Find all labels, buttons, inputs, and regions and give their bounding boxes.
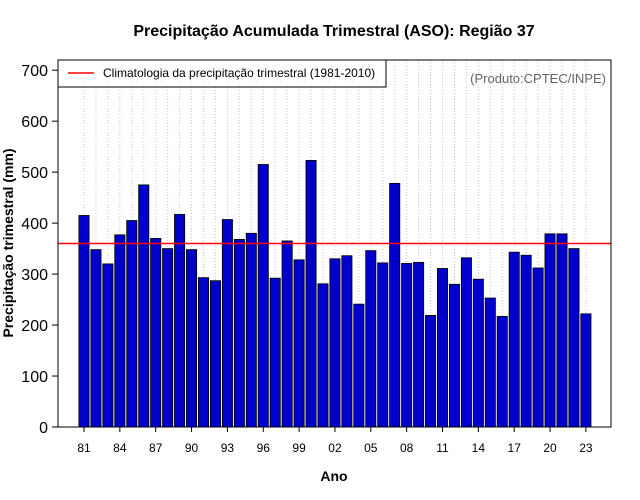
legend-label: Climatologia da precipitação trimestral … xyxy=(103,66,375,80)
x-axis: 81 84 87 90 93 96 99 02 05 08 11 14 17 20 23 xyxy=(77,427,593,455)
bar-2022 xyxy=(568,248,580,428)
bar-2012 xyxy=(448,283,460,428)
chart-title: Precipitação Acumulada Trimestral (ASO):… xyxy=(133,23,534,40)
bar-2009 xyxy=(413,261,425,428)
x-tick-label: 84 xyxy=(113,441,127,455)
bar-1981 xyxy=(78,215,90,428)
bar-2011 xyxy=(436,268,448,428)
x-axis-title: Ano xyxy=(320,468,347,484)
bar-2002 xyxy=(329,258,341,428)
bar-2008 xyxy=(401,262,413,428)
bar-1983 xyxy=(102,263,114,428)
bar-1995 xyxy=(245,232,257,428)
x-tick-label: 90 xyxy=(185,441,199,455)
source-note: (Produto:CPTEC/INPE) xyxy=(470,71,606,86)
legend-box xyxy=(57,59,387,88)
bar-1991 xyxy=(197,277,209,428)
bar-2013 xyxy=(460,257,472,428)
bar-1998 xyxy=(281,240,293,428)
x-tick-label: 02 xyxy=(328,441,342,455)
bar-2021 xyxy=(556,233,568,428)
x-tick-label: 08 xyxy=(400,441,414,455)
bar-2003 xyxy=(341,255,353,428)
bar-1988 xyxy=(162,248,174,428)
y-tick-label: 600 xyxy=(21,114,48,131)
bar-2006 xyxy=(377,262,389,428)
y-axis-title: Precipitação trimestral (mm) xyxy=(0,148,16,337)
bar-1989 xyxy=(174,214,186,428)
bar-2019 xyxy=(532,267,544,428)
bar-2005 xyxy=(365,250,377,428)
x-tick-label: 05 xyxy=(364,441,378,455)
y-tick-label: 700 xyxy=(21,63,48,80)
y-tick-label: 400 xyxy=(21,216,48,233)
bar-1994 xyxy=(233,239,245,428)
bar-1992 xyxy=(209,280,221,428)
y-tick-label: 0 xyxy=(39,420,48,437)
bar-1993 xyxy=(221,219,233,428)
y-axis: 0 100 200 300 400 500 600 700 xyxy=(21,63,58,437)
bar-2016 xyxy=(496,315,508,428)
x-tick-label: 96 xyxy=(257,441,271,455)
bar-1997 xyxy=(269,277,281,428)
y-tick-label: 200 xyxy=(21,318,48,335)
bar-1985 xyxy=(126,220,138,428)
y-tick-label: 500 xyxy=(21,165,48,182)
x-tick-label: 81 xyxy=(77,441,91,455)
y-tick-label: 300 xyxy=(21,267,48,284)
bar-1984 xyxy=(114,234,126,428)
bars xyxy=(78,160,592,428)
bar-2014 xyxy=(472,278,484,428)
bar-1987 xyxy=(150,238,162,428)
bar-2017 xyxy=(508,251,520,428)
bar-1986 xyxy=(138,184,150,428)
bar-2010 xyxy=(425,314,437,428)
bar-1990 xyxy=(186,249,198,428)
x-tick-label: 23 xyxy=(579,441,593,455)
bar-2018 xyxy=(520,254,532,428)
y-tick-label: 100 xyxy=(21,369,48,386)
x-tick-label: 14 xyxy=(472,441,486,455)
x-tick-label: 17 xyxy=(508,441,522,455)
bar-2000 xyxy=(305,160,317,428)
x-tick-label: 99 xyxy=(292,441,306,455)
bar-2020 xyxy=(544,233,556,428)
bar-2007 xyxy=(389,182,401,428)
bar-1999 xyxy=(293,259,305,428)
x-tick-label: 93 xyxy=(221,441,235,455)
x-tick-label: 20 xyxy=(543,441,557,455)
bar-2004 xyxy=(353,303,365,428)
x-tick-label: 87 xyxy=(149,441,163,455)
bar-2001 xyxy=(317,283,329,428)
legend: Climatologia da precipitação trimestral … xyxy=(57,59,387,88)
bar-1996 xyxy=(257,164,269,428)
bar-1982 xyxy=(90,249,102,428)
x-tick-label: 11 xyxy=(436,441,449,455)
bar-2023 xyxy=(580,313,592,428)
bar-2015 xyxy=(484,297,496,428)
